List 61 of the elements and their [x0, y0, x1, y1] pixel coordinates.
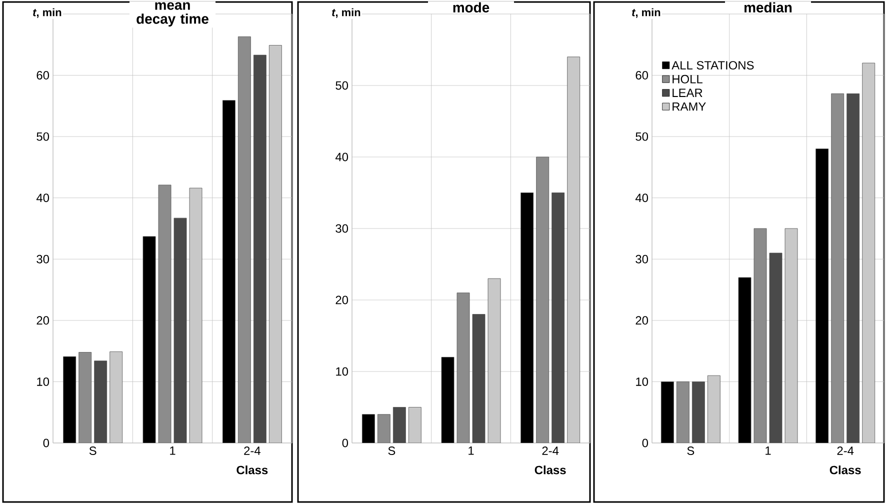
x-tick-label: 2-4: [244, 446, 260, 455]
y-tick-label: 10: [336, 367, 348, 376]
x-tick-label: 2-4: [542, 446, 559, 455]
legend-label: LEAR: [672, 88, 702, 97]
y-tick-label: 20: [336, 296, 348, 304]
bar: [408, 407, 422, 443]
x-tick-label: 1: [766, 446, 771, 455]
x-tick-label: S: [388, 446, 396, 455]
y-tick-label: 10: [636, 377, 648, 386]
legend-label: RAMY: [672, 102, 706, 111]
x-axis-title: Class: [534, 466, 566, 474]
x-axis-title: Class: [236, 466, 268, 474]
y-tick-label: 20: [636, 316, 648, 325]
legend-label: ALL STATIONS: [672, 61, 754, 70]
bar: [222, 100, 236, 443]
y-tick-label: 60: [636, 71, 648, 80]
y-axis-title: t, min: [332, 8, 360, 18]
y-tick-label: 0: [342, 438, 348, 448]
y-axis-title: t, min: [632, 8, 660, 18]
bar: [441, 356, 454, 443]
y-tick-label: 50: [636, 132, 648, 141]
y-tick-label: 60: [36, 71, 50, 80]
y-tick-label: 40: [335, 152, 348, 162]
x-tick-label: 2-4: [837, 446, 854, 455]
y-tick-label: 40: [36, 194, 50, 202]
bar: [831, 93, 844, 443]
y-tick-label: 0: [642, 438, 648, 448]
bar: [63, 356, 76, 443]
y-tick-label: 30: [36, 254, 50, 264]
x-tick-label: 1: [468, 446, 474, 455]
bar: [377, 414, 390, 443]
y-tick-label: 40: [635, 194, 648, 202]
bar: [456, 292, 470, 443]
bar: [142, 236, 156, 443]
bar: [78, 352, 92, 443]
chart-title: mean decay time: [136, 2, 208, 27]
bar: [660, 382, 674, 443]
bar: [362, 414, 375, 443]
y-tick-label: 50: [336, 81, 348, 90]
bar: [536, 156, 550, 443]
y-tick-label: 0: [43, 438, 50, 448]
x-tick-label: S: [687, 446, 694, 455]
x-axis-title: Class: [830, 466, 861, 474]
bar: [238, 36, 251, 443]
x-tick-label: 1: [170, 446, 176, 455]
y-tick-label: 30: [636, 254, 648, 264]
y-tick-label: 20: [36, 316, 50, 325]
y-tick-label: 50: [36, 132, 50, 141]
y-tick-label: 10: [37, 377, 50, 386]
bar: [158, 184, 172, 443]
chart-title: mode: [453, 2, 490, 12]
bar: [738, 277, 752, 443]
bar: [816, 148, 829, 443]
bar: [754, 228, 767, 443]
bar: [676, 382, 690, 443]
x-tick-label: S: [89, 446, 96, 455]
y-tick-label: 30: [336, 224, 348, 233]
chart-title: median: [744, 2, 792, 12]
y-axis-title: t, min: [33, 8, 62, 18]
legend-label: HOLL: [672, 74, 702, 84]
bar: [520, 192, 534, 443]
